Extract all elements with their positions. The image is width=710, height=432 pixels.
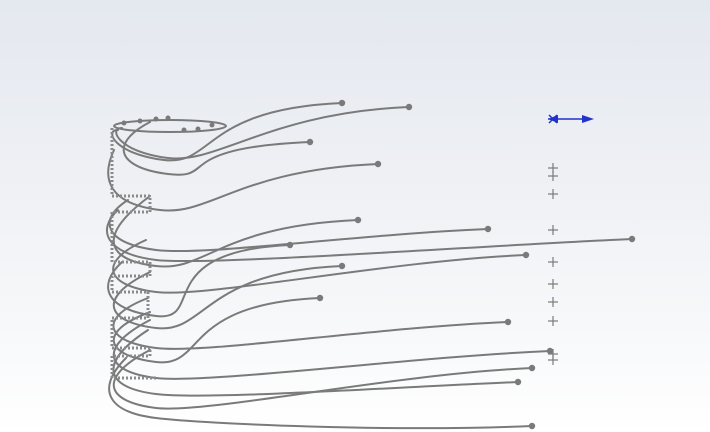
spline-curve [113, 265, 343, 330]
curve-endpoint [522, 251, 530, 259]
coordinate-triad-icon[interactable] [548, 114, 594, 124]
triad-x-arrowhead [582, 115, 594, 123]
curve-endpoint [405, 103, 413, 111]
spline-curve [113, 195, 359, 268]
ring-vertex [181, 127, 187, 133]
spline-curve [115, 106, 410, 160]
spline-curve [107, 244, 291, 318]
ring-vertex [153, 116, 159, 122]
curve-endpoint [338, 99, 346, 107]
curve-endpoint [528, 422, 536, 430]
triad-origin-mark [548, 114, 558, 124]
spline-curve [111, 102, 343, 162]
spline-curve [107, 149, 379, 212]
sketch-point-marker [548, 257, 558, 267]
sketch-point-marker [548, 225, 558, 235]
sketch-point-marker [548, 171, 558, 181]
sketch-point-marker [548, 279, 558, 289]
spline-curve [113, 319, 551, 380]
sketch-point-marker [548, 297, 558, 307]
sketch-point-marker [548, 355, 558, 365]
ring-vertex [165, 115, 171, 121]
spline-curve [113, 349, 533, 410]
curve-endpoint [514, 378, 522, 386]
top-ring-curve [113, 119, 227, 133]
spline-curve [106, 209, 633, 263]
sketch-point-marker [548, 189, 558, 199]
curve-endpoint [286, 241, 294, 249]
sketch-points [548, 163, 558, 365]
sketch-point-marker [548, 316, 558, 326]
ring-vertex [121, 120, 127, 126]
curve-endpoint [528, 364, 536, 372]
spline-curves [106, 102, 633, 430]
spline-curve [113, 297, 321, 364]
spline-curve [108, 199, 489, 253]
spline-curve [108, 357, 533, 430]
curve-endpoint [484, 225, 492, 233]
ring-vertex [209, 122, 215, 128]
curve-endpoint [504, 318, 512, 326]
curve-endpoint [338, 262, 346, 270]
curve-endpoint [306, 138, 314, 146]
spline-curve [112, 329, 519, 397]
curve-endpoint [354, 216, 362, 224]
curve-endpoint [316, 294, 324, 302]
ring-vertex [195, 126, 201, 132]
spline-curve [112, 297, 509, 350]
curve-endpoint [546, 347, 554, 355]
curve-endpoint [374, 160, 382, 168]
curve-endpoints [121, 99, 636, 430]
spline-curve [122, 121, 311, 176]
curve-endpoint [628, 235, 636, 243]
construction-marks [110, 128, 156, 380]
ring-vertex [137, 118, 143, 124]
construction-mark-path [110, 128, 156, 380]
